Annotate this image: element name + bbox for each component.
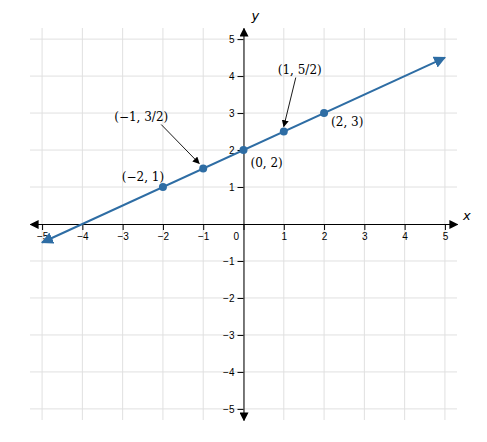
x-axis-label: x xyxy=(462,208,471,223)
tick: −1 xyxy=(223,256,243,267)
tick-label: −2 xyxy=(223,293,235,304)
plot: −5−4−3−2−1012345−5−4−3−2−112345xy(−2, 1)… xyxy=(30,8,471,421)
tick-label: 5 xyxy=(229,34,235,45)
tick-label: 1 xyxy=(282,231,288,242)
tick-mark xyxy=(163,224,164,230)
tick-label: 5 xyxy=(443,231,449,242)
tick: −4 xyxy=(223,367,243,378)
tick: −2 xyxy=(223,293,243,304)
tick-label: −4 xyxy=(223,367,235,378)
tick-label: −2 xyxy=(158,231,170,242)
tick: −2 xyxy=(158,224,170,242)
tick-label: −4 xyxy=(77,231,89,242)
tick: 3 xyxy=(362,224,368,242)
point xyxy=(159,183,167,191)
point xyxy=(320,109,328,117)
annotation-arrow xyxy=(161,125,199,164)
tick-mark xyxy=(238,76,244,77)
annotation: (2, 3) xyxy=(331,115,363,129)
tick-mark xyxy=(203,224,204,230)
tick-mark xyxy=(284,224,285,230)
tick-mark xyxy=(238,261,244,262)
point xyxy=(199,165,207,173)
tick-mark xyxy=(238,409,244,410)
tick-mark xyxy=(405,224,406,230)
annotation: (1, 5/2) xyxy=(278,63,322,77)
annotations: (−2, 1) (−1, 3/2) (0, 2) (1, 5/2) (2, 3) xyxy=(114,63,363,184)
chart: −5−4−3−2−1012345−5−4−3−2−112345xy(−2, 1)… xyxy=(0,0,487,442)
annotation: (−2, 1) xyxy=(122,170,164,184)
tick-label: 3 xyxy=(362,231,368,242)
tick-label: −1 xyxy=(198,231,210,242)
grid xyxy=(30,28,457,420)
tick: 1 xyxy=(282,224,288,242)
tick: −4 xyxy=(77,224,89,242)
tick-label: 3 xyxy=(229,108,235,119)
tick-mark xyxy=(42,224,43,230)
point xyxy=(240,146,248,154)
tick: 5 xyxy=(229,34,244,45)
tick: 1 xyxy=(229,182,244,193)
tick-mark xyxy=(238,39,244,40)
tick-label: −3 xyxy=(117,231,129,242)
tick-mark xyxy=(238,187,244,188)
tick-label: 0 xyxy=(233,231,239,242)
tick: −1 xyxy=(198,224,210,242)
tick: 3 xyxy=(229,108,244,119)
tick-label: 1 xyxy=(229,182,235,193)
tick-mark xyxy=(238,113,244,114)
y-axis-label: y xyxy=(251,8,260,23)
tick-label: −3 xyxy=(223,330,235,341)
marks xyxy=(42,58,445,243)
tick-label: 4 xyxy=(229,71,235,82)
tick-mark xyxy=(445,224,446,230)
annotation-arrow xyxy=(284,78,296,127)
axis-line xyxy=(244,29,245,421)
annotation: (−1, 3/2) xyxy=(114,110,168,124)
tick: 5 xyxy=(443,224,449,242)
tick: −5 xyxy=(223,404,243,415)
tick-label: 2 xyxy=(322,231,328,242)
tick-mark xyxy=(238,298,244,299)
tick-mark xyxy=(238,372,244,373)
tick-label: −5 xyxy=(223,404,235,415)
tick-mark xyxy=(238,335,244,336)
tick-mark xyxy=(123,224,124,230)
tick: −3 xyxy=(223,330,243,341)
tick: 0 xyxy=(233,224,244,242)
tick-label: −1 xyxy=(223,256,235,267)
tick-mark xyxy=(364,224,365,230)
line xyxy=(42,58,445,243)
tick: −3 xyxy=(117,224,129,242)
y-axis: −5−4−3−2−112345 xyxy=(223,29,244,421)
tick-label: 4 xyxy=(402,231,408,242)
tick: 4 xyxy=(229,71,244,82)
point xyxy=(280,128,288,136)
tick: 2 xyxy=(322,224,328,242)
tick: 4 xyxy=(402,224,408,242)
annotation: (0, 2) xyxy=(251,156,283,170)
tick-mark xyxy=(324,224,325,230)
